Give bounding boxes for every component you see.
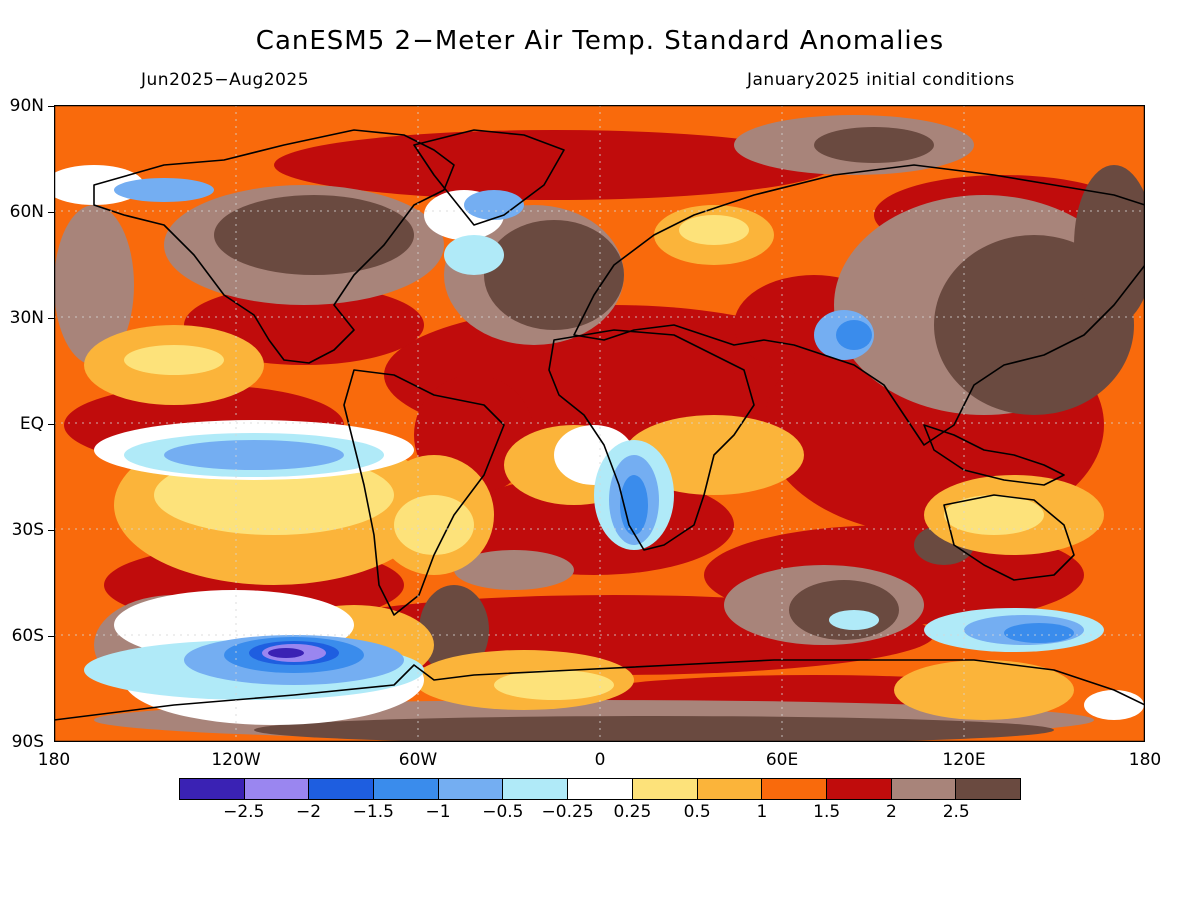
lat-tick	[48, 636, 54, 637]
lat-tick	[48, 424, 54, 425]
colorbar-tick-label: −2.5	[223, 802, 265, 822]
colorbar-swatch	[309, 779, 375, 799]
lon-label-180w: 180	[37, 750, 71, 770]
initial-conditions: January2025 initial conditions	[747, 70, 1015, 90]
anomaly-map-svg	[54, 105, 1145, 742]
colorbar-tick-label: −1.5	[352, 802, 394, 822]
anomaly-map	[54, 105, 1145, 742]
map-frame	[54, 105, 1145, 742]
colorbar-tick-label: −0.5	[482, 802, 524, 822]
colorbar-swatch	[956, 779, 1020, 799]
colorbar-swatch	[632, 779, 698, 799]
graticule	[54, 105, 1145, 742]
colorbar-swatch	[503, 779, 569, 799]
lon-label-60w: 60W	[398, 750, 438, 770]
lon-label-120e: 120E	[942, 750, 986, 770]
eurasia-outline	[573, 164, 1145, 446]
lat-tick	[48, 530, 54, 531]
maritime-continent-outline	[923, 424, 1065, 486]
lon-label-0: 0	[594, 750, 606, 770]
colorbar-swatch	[697, 779, 763, 799]
lat-label-30n: 30N	[9, 308, 44, 328]
lat-label-60n: 60N	[9, 202, 44, 222]
lon-label-120w: 120W	[211, 750, 261, 770]
colorbar-swatch	[244, 779, 310, 799]
colorbar-swatch	[826, 779, 892, 799]
lat-label-60s: 60S	[11, 626, 44, 646]
colorbar-tick-label: 1.5	[813, 802, 841, 822]
coastlines	[54, 129, 1145, 721]
colorbar-tick-label: −2	[296, 802, 322, 822]
colorbar-swatch	[568, 779, 633, 799]
australia-outline	[943, 494, 1075, 581]
lat-label-90s: 90S	[11, 732, 44, 752]
lat-tick	[48, 212, 54, 213]
colorbar-tick-label: 0.5	[683, 802, 711, 822]
colorbar-swatch	[438, 779, 504, 799]
lat-tick	[48, 318, 54, 319]
lat-label-30s: 30S	[11, 520, 44, 540]
colorbar-tick-label: −0.25	[541, 802, 594, 822]
lat-tick	[48, 106, 54, 107]
antarctica-outline	[54, 659, 1145, 721]
colorbar	[179, 778, 1021, 800]
colorbar-swatch	[180, 779, 245, 799]
lat-label-90n: 90N	[9, 96, 44, 116]
colorbar-swatch	[891, 779, 957, 799]
colorbar-swatch	[374, 779, 439, 799]
lon-label-180e: 180	[1128, 750, 1162, 770]
colorbar-swatch	[762, 779, 827, 799]
north-america-outline	[93, 129, 455, 364]
colorbar-tick-label: 1	[756, 802, 768, 822]
anomaly-band-minus-2-5	[268, 648, 304, 658]
greenland-outline	[413, 129, 565, 226]
colorbar-tick-label: −1	[425, 802, 451, 822]
africa-outline	[548, 329, 755, 551]
anomaly-band-above-2-5	[214, 127, 1145, 742]
lon-label-60e: 60E	[765, 750, 799, 770]
forecast-period: Jun2025−Aug2025	[141, 70, 310, 90]
colorbar-tick-label: 0.25	[613, 802, 652, 822]
colorbar-tick-label: 2.5	[942, 802, 970, 822]
chart-title: CanESM5 2−Meter Air Temp. Standard Anoma…	[255, 26, 945, 56]
lat-label-eq: EQ	[19, 414, 44, 434]
south-america-outline	[343, 369, 505, 616]
colorbar-tick-label: 2	[886, 802, 897, 822]
